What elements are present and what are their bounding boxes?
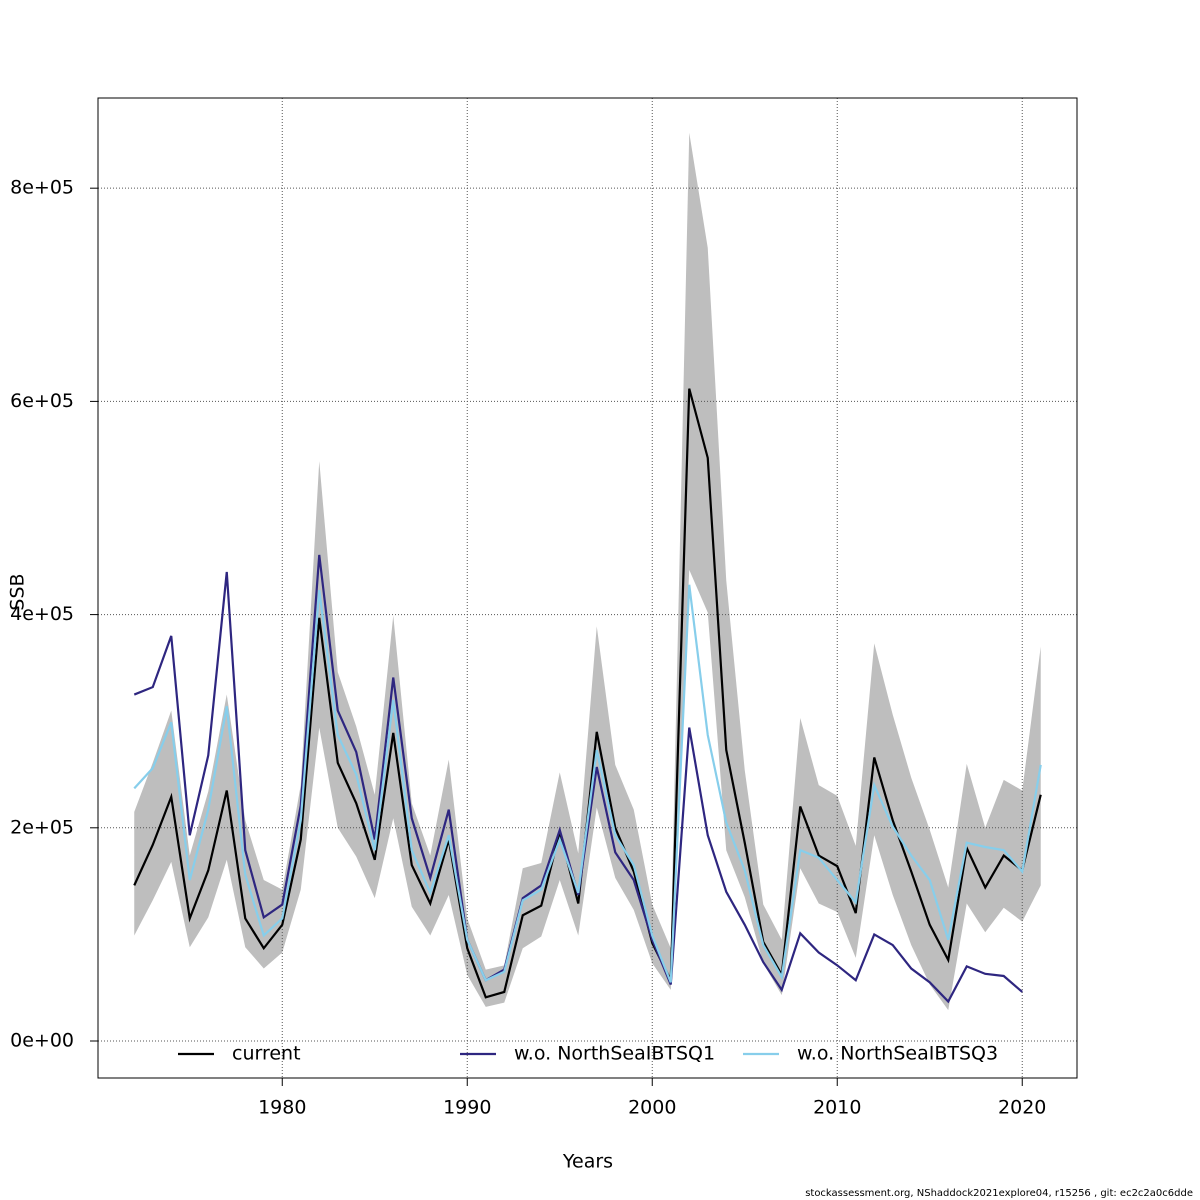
y-tick-label: 2e+05: [10, 816, 74, 838]
y-tick-label: 0e+00: [10, 1030, 74, 1052]
legend-label: current: [232, 1043, 301, 1065]
series-line: [133, 554, 1023, 1004]
series-line: [133, 584, 1042, 983]
x-tick-label: 2020: [998, 1097, 1046, 1119]
footer: stockassessment.org, NShaddock2021explor…: [805, 1188, 1193, 1199]
legend-label: w.o. NorthSeaIBTSQ3: [797, 1043, 998, 1065]
plot-frame: [97, 97, 1078, 1079]
x-tick-label: 2000: [628, 1097, 676, 1119]
x-tick-label: 1990: [443, 1097, 491, 1119]
y-tick-label: 6e+05: [10, 390, 74, 412]
legend-label: w.o. NorthSeaIBTSQ1: [514, 1043, 715, 1065]
x-tick-label: 2010: [813, 1097, 861, 1119]
y-tick-label: 4e+05: [10, 603, 74, 625]
y-axis-label: SSB: [7, 573, 29, 610]
x-axis-label: Years: [562, 1151, 613, 1173]
y-tick-label: 8e+05: [10, 177, 74, 199]
x-tick-label: 1980: [258, 1097, 306, 1119]
